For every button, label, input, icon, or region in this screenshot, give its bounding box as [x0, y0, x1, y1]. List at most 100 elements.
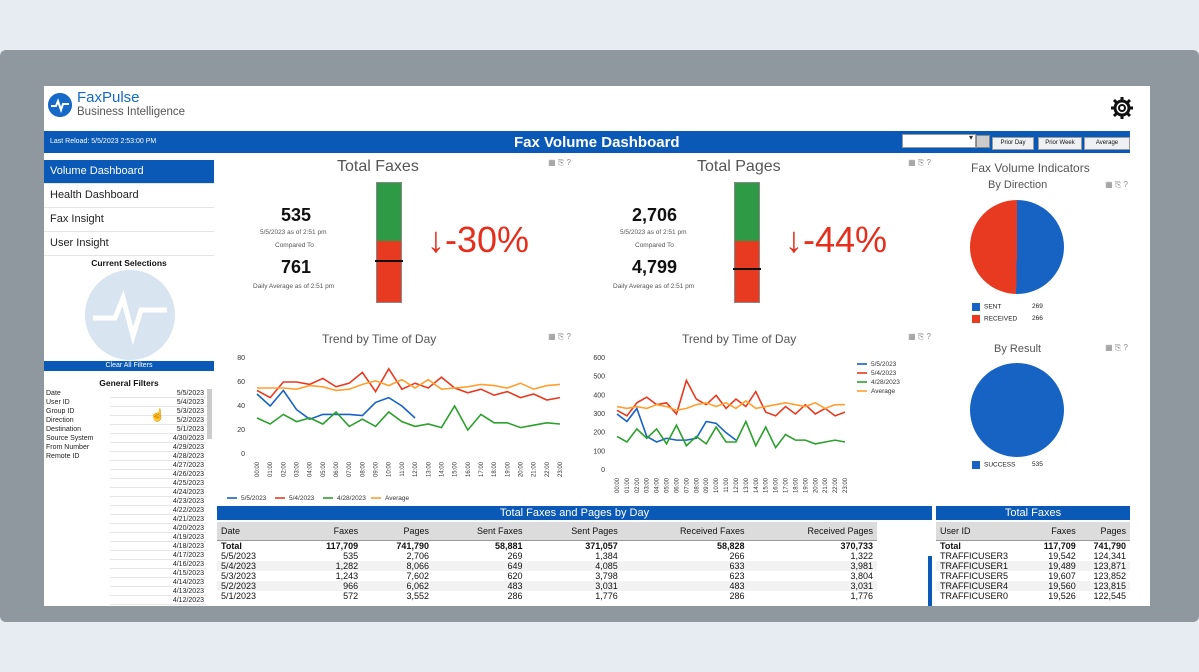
date-option[interactable]: 4/26/2023	[110, 470, 206, 479]
filter-label[interactable]: User ID	[46, 399, 70, 406]
table-row[interactable]: TRAFFICUSER1 19,489 123,871	[936, 561, 1130, 571]
average-button[interactable]: Average	[1084, 137, 1130, 150]
series-line-5-5-2023	[616, 406, 737, 443]
prior-day-button[interactable]: Prior Day	[992, 137, 1034, 150]
table-cell: 5/2/2023	[221, 581, 257, 591]
x-tick-label: 06:00	[674, 477, 680, 493]
column-header[interactable]: Pages	[362, 522, 433, 541]
date-option[interactable]: 4/20/2023	[110, 524, 206, 533]
table-row[interactable]: TRAFFICUSER4 19,560 123,815	[936, 581, 1130, 591]
legend-success: SUCCESS 535	[972, 461, 1043, 469]
x-tick-label: 21:00	[823, 477, 829, 493]
table-row[interactable]: 5/3/2023 1,243 7,602 620 3,798 623 3,804	[217, 571, 877, 581]
table-cell: 3,031	[850, 581, 873, 591]
panel-tools-icon[interactable]: ▦ ⎘ ?	[908, 332, 931, 341]
date-option[interactable]: 4/14/2023	[110, 578, 206, 587]
filter-label[interactable]: Direction	[46, 417, 74, 424]
column-header[interactable]: Received Pages	[748, 522, 877, 541]
date-select[interactable]: ▾	[902, 133, 976, 148]
table-row[interactable]: 5/5/2023 535 2,706 269 1,384 266 1,322	[217, 551, 877, 561]
table-row[interactable]: 5/2/2023 966 6,062 483 3,031 483 3,031	[217, 581, 877, 591]
calendar-icon[interactable]	[976, 135, 990, 148]
table-cell: 5/3/2023	[221, 571, 257, 581]
column-header[interactable]: Received Faxes	[621, 522, 749, 541]
table-cell: Total	[936, 540, 1031, 551]
table-row[interactable]: Total 117,709 741,790 58,881 371,057 58,828 37…	[217, 540, 877, 551]
panel-tools-icon[interactable]: ▦ ⎘ ?	[1105, 343, 1128, 352]
filter-label[interactable]: From Number	[46, 444, 90, 451]
date-option[interactable]: 4/29/2023	[110, 443, 206, 452]
sent-swatch	[972, 303, 980, 311]
column-header[interactable]: User ID	[936, 522, 1031, 541]
nav-volume-dashboard[interactable]: Volume Dashboard	[44, 160, 214, 184]
date-option[interactable]: 5/2/2023	[110, 416, 206, 425]
pulse-logo-icon	[48, 93, 72, 117]
table-row[interactable]: TRAFFICUSER3 19,542 124,341	[936, 551, 1130, 561]
y-tick-label: 100	[593, 448, 605, 455]
column-header[interactable]: Faxes	[1030, 522, 1080, 541]
table-row[interactable]: 5/1/2023 572 3,552 286 1,776 286 1,776	[217, 591, 877, 601]
filter-label[interactable]: Destination	[46, 426, 82, 433]
panel-tools-icon[interactable]: ▦ ⎘ ?	[548, 332, 571, 341]
table-cell: 620	[507, 571, 523, 581]
date-option[interactable]: 4/13/2023	[110, 587, 206, 596]
date-option[interactable]: 4/25/2023	[110, 479, 206, 488]
x-tick-label: 19:00	[505, 461, 511, 477]
column-header[interactable]: Faxes	[292, 522, 363, 541]
table-cell: 633	[729, 561, 745, 571]
x-tick-label: 19:00	[803, 477, 809, 493]
date-option[interactable]: 4/11/2023	[110, 605, 206, 606]
table-row[interactable]: 5/4/2023 1,282 8,066 649 4,085 633 3,981	[217, 561, 877, 571]
table-cell: 286	[729, 591, 745, 601]
date-option[interactable]: 4/19/2023	[110, 533, 206, 542]
table-cell: 4,085	[595, 561, 618, 571]
nav-health-dashboard[interactable]: Health Dashboard	[44, 184, 214, 208]
pages-comp-value: 4,799	[632, 257, 678, 277]
nav-fax-insight[interactable]: Fax Insight	[44, 208, 214, 232]
date-option[interactable]: 4/21/2023	[110, 515, 206, 524]
date-option[interactable]: 4/22/2023	[110, 506, 206, 515]
column-header[interactable]: Sent Pages	[526, 522, 622, 541]
date-option[interactable]: 4/23/2023	[110, 497, 206, 506]
filter-scrollbar[interactable]	[207, 389, 212, 439]
date-option[interactable]: 4/18/2023	[110, 542, 206, 551]
pages-asof: 5/5/2023 as of 2:51 pm	[620, 229, 687, 236]
prior-week-button[interactable]: Prior Week	[1038, 137, 1082, 150]
legend-sent: SENT 269	[972, 303, 1043, 311]
nav-user-insight[interactable]: User Insight	[44, 232, 214, 256]
date-option[interactable]: 4/27/2023	[110, 461, 206, 470]
date-option[interactable]: 4/17/2023	[110, 551, 206, 560]
date-option[interactable]: 5/1/2023	[110, 425, 206, 434]
date-option[interactable]: 5/3/2023	[110, 407, 206, 416]
column-header[interactable]: Sent Faxes	[432, 522, 527, 541]
date-option[interactable]: 4/24/2023	[110, 488, 206, 497]
date-option[interactable]: 5/4/2023	[110, 398, 206, 407]
date-option[interactable]: 4/28/2023	[110, 452, 206, 461]
panel-tools-icon[interactable]: ▦ ⎘ ?	[1105, 180, 1128, 189]
trend-title: Trend by Time of Day	[322, 332, 437, 346]
table-row[interactable]: TRAFFICUSER0 19,526 122,545	[936, 591, 1130, 601]
column-header[interactable]: Date	[217, 522, 293, 541]
trend-title: Trend by Time of Day	[682, 332, 797, 346]
filter-label[interactable]: Source System	[46, 435, 94, 442]
y-tick-label: 600	[593, 355, 605, 362]
filter-label[interactable]: Remote ID	[46, 453, 80, 460]
pages-compared: Compared To	[635, 242, 674, 249]
date-option[interactable]: 4/15/2023	[110, 569, 206, 578]
gear-icon[interactable]	[1110, 96, 1134, 120]
table-cell: 3,798	[595, 571, 618, 581]
date-option[interactable]: 4/16/2023	[110, 560, 206, 569]
date-option[interactable]: 5/5/2023	[110, 389, 206, 398]
table-row[interactable]: Total 117,709 741,790	[936, 540, 1130, 551]
date-option[interactable]: 4/12/2023	[110, 596, 206, 605]
date-option[interactable]: 4/30/2023	[110, 434, 206, 443]
sent-label: SENT	[984, 303, 1002, 311]
column-header[interactable]: Pages	[1079, 522, 1130, 541]
filter-label[interactable]: Group ID	[46, 408, 75, 415]
table-scrollbar[interactable]	[928, 556, 932, 606]
clear-all-filters-button[interactable]: Clear All Filters	[44, 361, 214, 371]
panel-tools-icon[interactable]: ▦ ⎘ ?	[908, 158, 931, 167]
table-row[interactable]: TRAFFICUSER5 19,607 123,852	[936, 571, 1130, 581]
filter-label[interactable]: Date	[46, 390, 61, 397]
panel-tools-icon[interactable]: ▦ ⎘ ?	[548, 158, 571, 167]
